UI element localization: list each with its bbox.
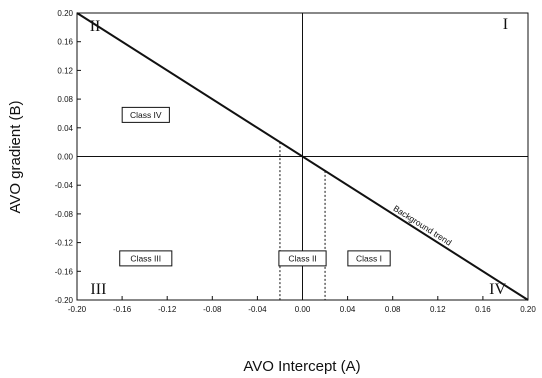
quadrant-label: IV	[489, 281, 506, 298]
y-tick-labels: 0.20 0.16 0.12 0.08 0.04 0.00 -0.04 -0.08 -0.12 -…	[55, 9, 74, 305]
x-tick-label: 0.04	[340, 305, 356, 314]
y-tick-label: -0.16	[55, 267, 74, 276]
class-box: Class II	[278, 250, 327, 267]
class-box-frame	[347, 250, 391, 267]
class-label: Class IV	[130, 110, 162, 120]
x-tick-label: -0.04	[248, 305, 267, 314]
y-axis-label: AVO gradient (B)	[7, 100, 24, 213]
quadrant-label: II	[90, 18, 101, 35]
class-label: Class II	[288, 253, 316, 263]
class-box: Class IV	[121, 106, 170, 123]
y-tick-label: 0.00	[57, 153, 73, 162]
y-tick-label: 0.16	[57, 38, 73, 47]
x-tick-labels: -0.20 -0.16 -0.12 -0.08 -0.04 0.00 0.04 0.08 0.1…	[68, 305, 536, 314]
class-label: Class III	[130, 253, 161, 263]
y-tick-label: -0.08	[55, 210, 74, 219]
x-tick-label: -0.12	[158, 305, 177, 314]
background-trend-label: Background trend	[392, 203, 454, 248]
x-tick-label: 0.16	[475, 305, 491, 314]
x-tick-label: 0.12	[430, 305, 446, 314]
x-tick-label: 0.00	[295, 305, 311, 314]
class-label: Class I	[356, 253, 382, 263]
background-trend-line	[76, 12, 529, 301]
class-box-frame	[278, 250, 327, 267]
class-box-frame	[121, 106, 170, 123]
y-tick-label: -0.20	[55, 296, 74, 305]
quadrant-label: I	[503, 16, 508, 33]
class-box-frame	[119, 250, 173, 267]
x-axis-label: AVO Intercept (A)	[243, 358, 360, 375]
y-tick-label: 0.12	[57, 66, 73, 75]
x-tick-label: -0.20	[68, 305, 87, 314]
class-box: Class I	[347, 250, 391, 267]
x-tick-label: 0.08	[385, 305, 401, 314]
x-tick-label: 0.20	[520, 305, 536, 314]
y-tick-label: -0.04	[55, 181, 74, 190]
y-tick-label: 0.20	[57, 9, 73, 18]
x-tick-label: -0.08	[203, 305, 222, 314]
x-tick-label: -0.16	[113, 305, 132, 314]
y-tick-label: 0.08	[57, 95, 73, 104]
y-tick-label: -0.12	[55, 239, 74, 248]
y-tick-label: 0.04	[57, 124, 73, 133]
quadrant-label: III	[90, 281, 106, 298]
class-box: Class III	[119, 250, 173, 267]
